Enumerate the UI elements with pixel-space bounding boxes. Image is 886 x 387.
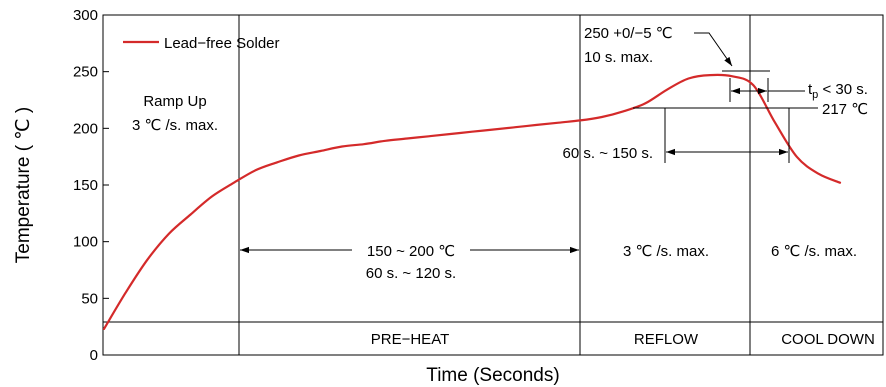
- plot-frame: [102, 14, 884, 356]
- preheat-temp-range: 150 ~ 200 ℃: [367, 243, 455, 260]
- zone-label-preheat: PRE−HEAT: [371, 331, 450, 348]
- tp-label: tp < 30 s.: [808, 81, 868, 101]
- peak-leader-line: [694, 32, 733, 67]
- y-tick-label-250: 250: [73, 64, 98, 81]
- y-axis-label: Temperature ( ℃ ): [13, 107, 34, 264]
- preheat-time-range: 60 s. ~ 120 s.: [366, 265, 456, 282]
- y-tick-label-200: 200: [73, 120, 98, 137]
- y-tick-label-300: 300: [73, 7, 98, 24]
- y-axis: 0 50 100 150 200 250 300: [73, 7, 109, 364]
- liquidus-label: 217 ℃: [822, 101, 868, 118]
- x-axis-label: Time (Seconds): [426, 365, 559, 386]
- zone-label-cooldown: COOL DOWN: [781, 331, 875, 348]
- cool-rate-label: 6 ℃ /s. max.: [771, 243, 857, 260]
- y-tick-label-100: 100: [73, 234, 98, 251]
- zone-label-reflow: REFLOW: [634, 331, 699, 348]
- reflow-rate-label: 3 ℃ /s. max.: [623, 243, 709, 260]
- above-liquidus-label: 60 s. ~ 150 s.: [563, 145, 653, 162]
- peak-temp-label: 250 +0/−5 ℃: [584, 25, 673, 42]
- ramp-up-label: Ramp Up: [143, 93, 206, 110]
- series-line-lead-free: [102, 73, 842, 330]
- y-tick-label-0: 0: [90, 347, 98, 364]
- y-tick-label-150: 150: [73, 177, 98, 194]
- ramp-up-rate: 3 ℃ /s. max.: [132, 117, 218, 134]
- y-tick-label-50: 50: [81, 290, 98, 307]
- peak-time-label: 10 s. max.: [584, 49, 653, 66]
- legend-label-lead-free: Lead−free Solder: [164, 35, 280, 52]
